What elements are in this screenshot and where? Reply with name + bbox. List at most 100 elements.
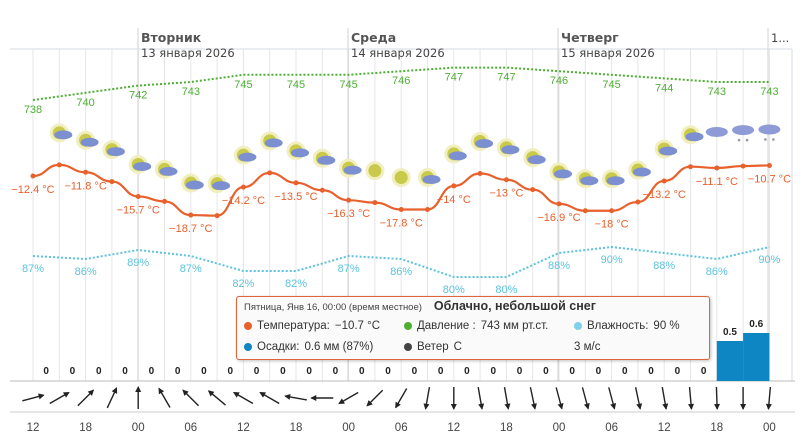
snowflake-icon (772, 138, 775, 141)
cloud-icon (317, 155, 336, 165)
cloud-icon (758, 124, 781, 135)
precipitation-label: 0 (675, 366, 681, 377)
humidity-label: 87% (22, 263, 44, 275)
wind-arrow-head (233, 392, 240, 398)
tooltip-row-wind-speed: 3 м/с (574, 336, 694, 357)
temperature-point (214, 213, 220, 219)
wind-arrow-head (765, 403, 772, 410)
temperature-label: −15.7 °C (117, 204, 160, 216)
wind-arrow-icon (395, 388, 408, 409)
humidity-label: 86% (75, 266, 97, 278)
temperature-point (56, 162, 62, 168)
temperature-point (425, 206, 430, 212)
cloud-icon (732, 125, 755, 136)
wind-arrow-icon (135, 386, 142, 409)
wind-arrow-icon (581, 387, 590, 410)
temperature-label: −18 °C (595, 219, 629, 231)
tooltip-label: Ветер (417, 340, 449, 353)
tooltip-value: 0.6 мм (87%) (304, 340, 374, 353)
tooltip-row-precipitation: Осадки: 0.6 мм (87%) (244, 336, 404, 357)
precipitation-label: 0 (622, 366, 628, 377)
wind-arrow-icon (284, 394, 307, 401)
cloud-icon (422, 174, 441, 184)
pressure-label: 746 (392, 75, 410, 87)
wind-arrow-head (62, 392, 70, 398)
cloud-icon (606, 176, 625, 186)
time-label: 06 (395, 422, 408, 433)
humidity-label: 90% (758, 254, 780, 266)
wind-arrow-icon (503, 387, 511, 410)
cloud-icon (238, 152, 257, 162)
time-label: 18 (79, 422, 92, 433)
humidity-label: 88% (653, 260, 675, 272)
wind-arrow-head (284, 394, 291, 400)
temperature-label: −10.7 °C (748, 173, 791, 185)
time-label: 00 (553, 422, 566, 433)
pressure-label: 742 (129, 90, 147, 102)
temperature-point (530, 187, 536, 193)
wind-arrow-head (610, 403, 617, 410)
temperature-label: −14 °C (437, 194, 471, 206)
day-header: Вторник 13 января 2026 (141, 30, 235, 60)
wind-arrow-head (111, 387, 118, 394)
tooltip-row-wind: Ветер С (404, 336, 574, 357)
temperature-point (83, 169, 89, 175)
wind-arrow-head (338, 398, 345, 404)
temperature-label: −16.9 °C (537, 212, 580, 224)
cloud-icon (212, 181, 231, 191)
cloud-icon (133, 161, 152, 171)
wind-arrow-head (395, 401, 401, 409)
wind-arrow-icon (765, 386, 772, 410)
temperature-label: −16.3 °C (327, 208, 370, 220)
humidity-label: 87% (180, 263, 202, 275)
time-label: 18 (710, 422, 723, 433)
tooltip-wind-speed: 3 м/с (574, 340, 601, 353)
wind-arrow-head (583, 403, 590, 410)
wind-arrow-icon (688, 386, 695, 410)
wind-arrow-icon (366, 389, 384, 407)
pressure-label: 740 (76, 97, 94, 109)
day-date: 15 января 2026 (561, 46, 655, 60)
tooltip-value: С (453, 340, 462, 353)
wind-arrow-icon (661, 387, 669, 410)
pressure-label: 745 (287, 79, 305, 91)
humidity-label: 86% (390, 266, 412, 278)
temperature-point (609, 208, 615, 214)
temperature-point (661, 178, 667, 184)
tooltip-title: Облачно, небольшой снег (433, 299, 596, 313)
wind-arrow-head (662, 403, 669, 410)
cloud-icon (343, 165, 362, 175)
time-label: 00 (132, 422, 145, 433)
wind-arrow-head (531, 403, 537, 410)
cloud-icon (106, 147, 125, 157)
wind-arrow-head (478, 403, 485, 410)
cloud-icon (685, 132, 704, 142)
precipitation-label: 0 (490, 366, 496, 377)
temperature-point (372, 200, 378, 206)
temperature-point (740, 163, 746, 169)
snowflake-icon (745, 138, 749, 142)
pressure-label: 747 (497, 72, 515, 84)
temperature-dot-icon (244, 321, 252, 330)
snowflake-icon (764, 138, 767, 141)
temperature-point (714, 165, 720, 171)
precipitation-label: 0.6 (749, 319, 763, 330)
wind-arrow-icon (77, 389, 95, 407)
precipitation-label: 0 (280, 366, 286, 377)
pressure-label: 746 (550, 75, 568, 87)
wind-arrow-icon (233, 391, 254, 405)
precipitation-label: 0 (122, 366, 128, 377)
precipitation-label: 0 (648, 366, 654, 377)
temperature-point (135, 193, 141, 199)
temperature-label: −13 °C (489, 188, 523, 200)
precipitation-label: 0 (227, 366, 233, 377)
precipitation-label: 0 (438, 366, 444, 377)
tooltip-value: 90 % (653, 319, 680, 332)
temperature-point (688, 164, 693, 170)
humidity-label: 80% (443, 284, 465, 296)
time-label: 12 (237, 422, 250, 433)
precipitation-label: 0 (70, 366, 76, 377)
precipitation-bar (743, 333, 770, 381)
tooltip-value: 743 мм рт.ст. (480, 319, 549, 332)
